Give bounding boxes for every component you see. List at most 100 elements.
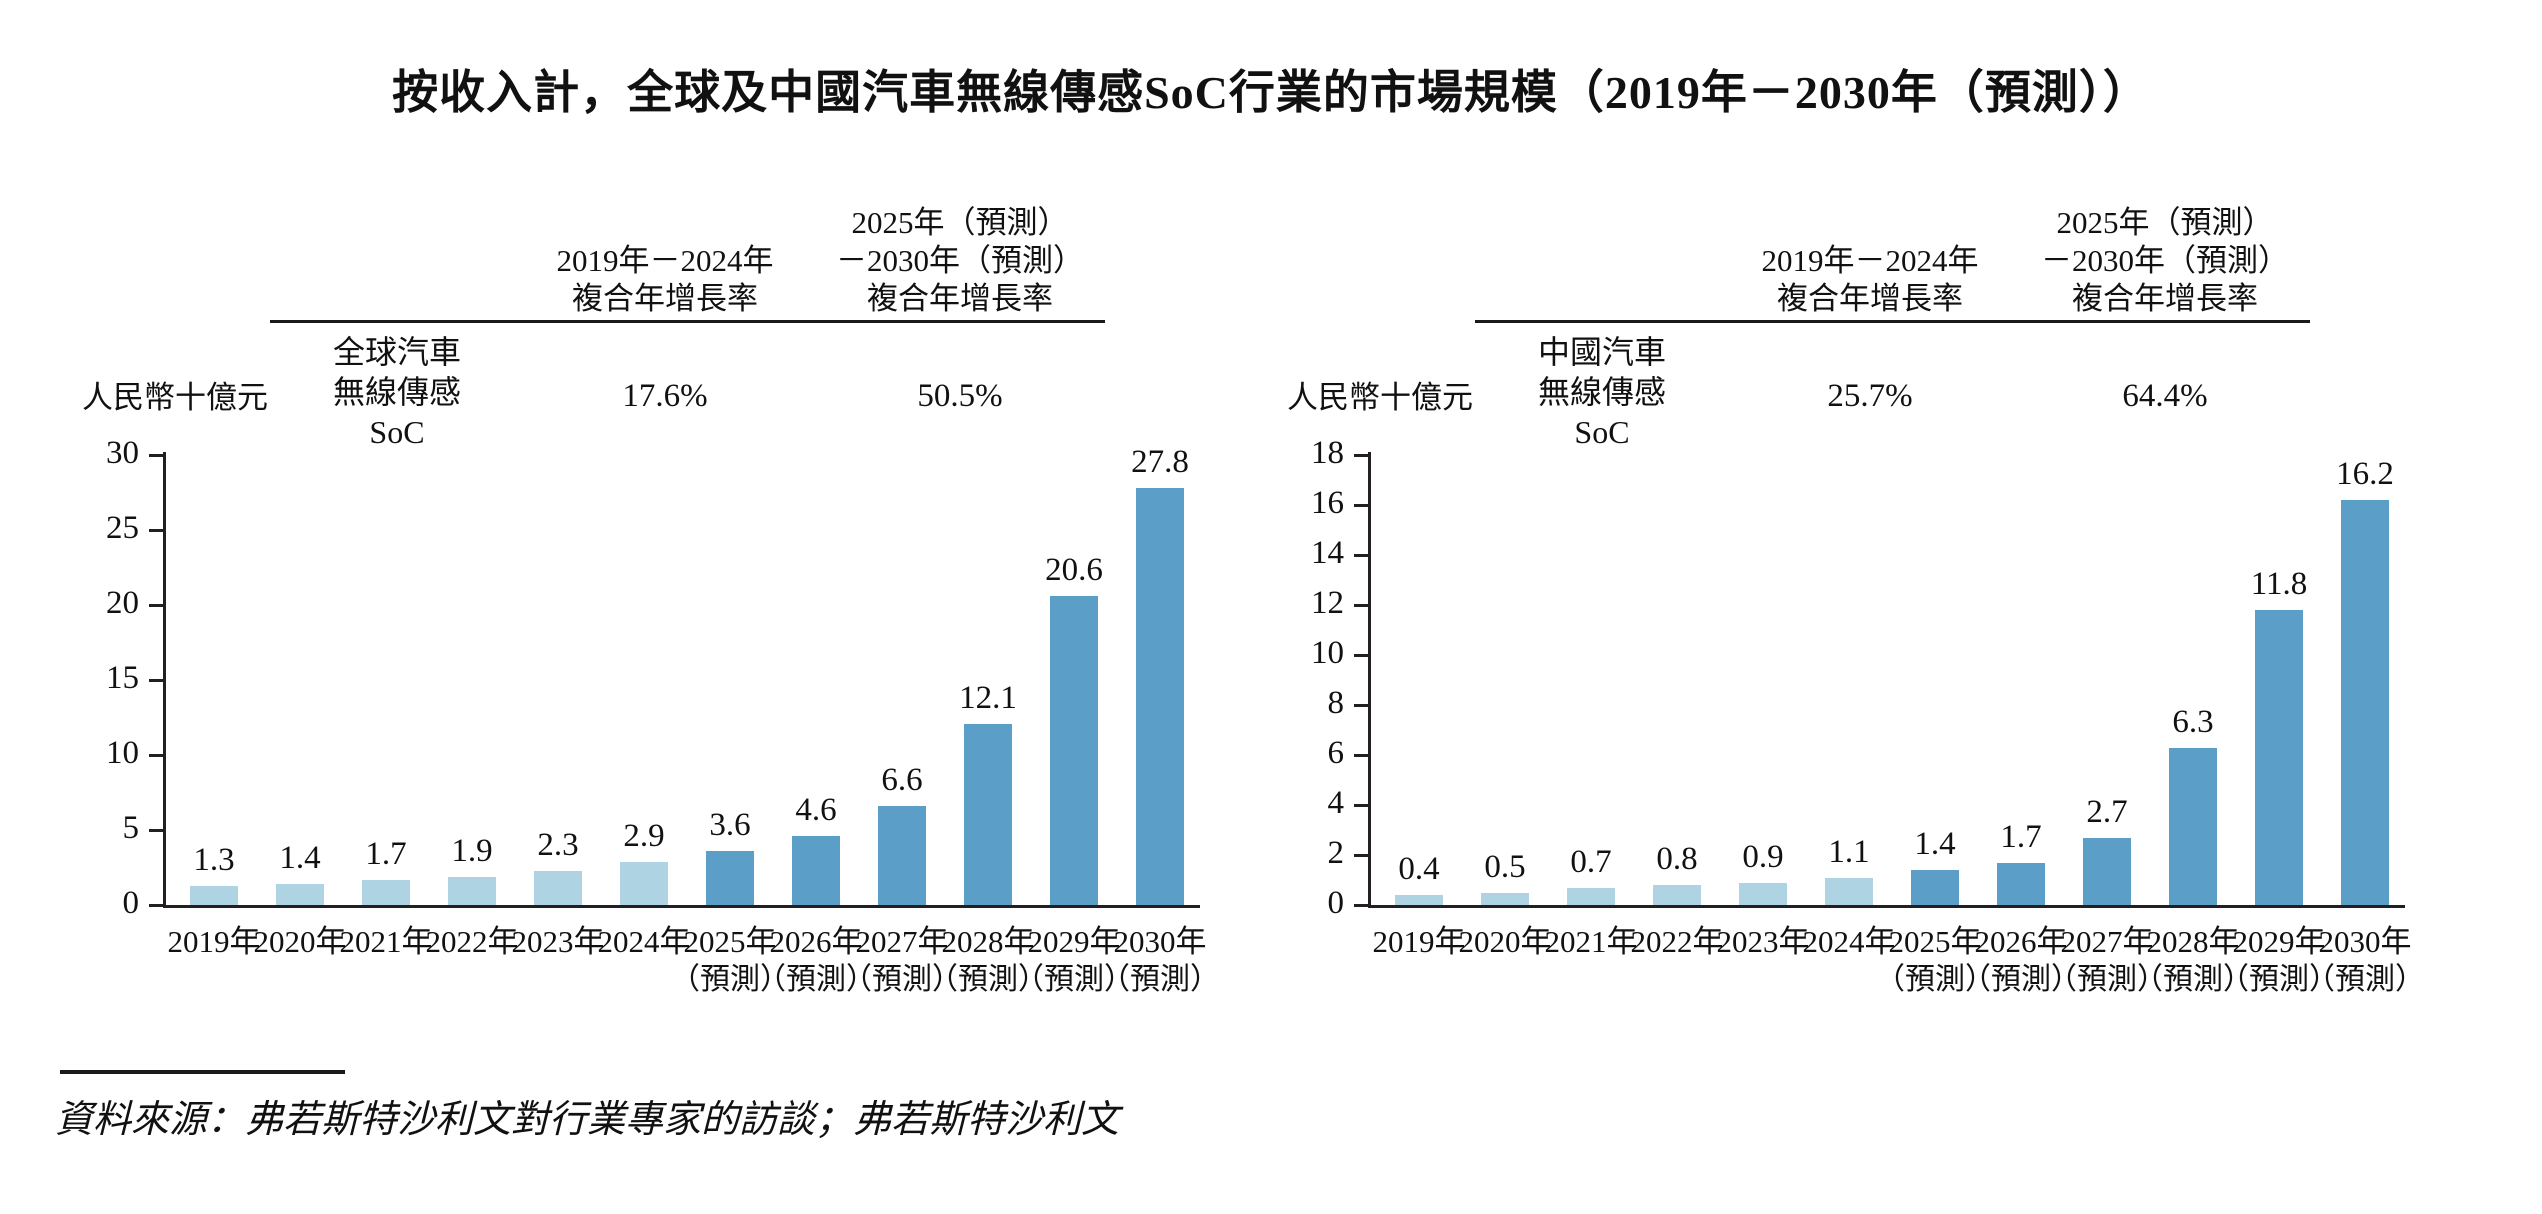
bar-value-label: 4.6 — [795, 792, 837, 828]
cagr-column-header: 2019年－2024年 複合年增長率 — [445, 242, 885, 318]
bar-value-label: 20.6 — [1045, 552, 1103, 588]
bar — [620, 861, 668, 905]
x-tick-label: 2028年 — [941, 924, 1035, 959]
x-tick-label: 2020年 — [1458, 924, 1552, 959]
bar-value-label: 1.7 — [2000, 818, 2042, 855]
series-label-line: SoC — [1574, 414, 1630, 450]
x-tick-label: 2027年 — [2060, 924, 2154, 959]
y-tick-mark — [149, 679, 163, 682]
x-tick-label: 2026年 — [1974, 924, 2068, 959]
x-tick-label: 2024年 — [1802, 924, 1896, 959]
bar — [706, 851, 754, 905]
cagr-column-header: 2025年（預測） －2030年（預測） 複合年增長率 — [1945, 204, 2385, 318]
x-tick-label: 2019年 — [167, 924, 261, 959]
bar-value-label: 11.8 — [2250, 566, 2308, 602]
y-tick-mark — [1354, 754, 1368, 757]
cagr-column-header: 2019年－2024年 複合年增長率 — [1650, 242, 2090, 318]
figure-title: 按收入計，全球及中國汽車無線傳感SoC行業的市場規模（2019年－2030年（預… — [392, 67, 2150, 118]
x-tick-label: 2025年 — [1888, 924, 1982, 959]
y-tick-mark — [1354, 854, 1368, 857]
y-tick-mark — [1354, 704, 1368, 707]
y-tick-label: 6 — [1327, 735, 1345, 771]
cagr-header-line: 複合年增長率 — [2072, 281, 2258, 316]
y-tick-mark — [1354, 554, 1368, 557]
y-tick-label: 14 — [1311, 535, 1344, 571]
x-tick-label: 2022年 — [425, 924, 519, 959]
cagr-header-line: 複合年增長率 — [867, 281, 1053, 316]
x-tick-label: 2030年 — [1113, 924, 1207, 959]
bar-value-label: 3.6 — [709, 807, 751, 843]
bar-value-label: 0.5 — [1484, 848, 1526, 885]
y-tick-label: 5 — [122, 810, 140, 846]
cagr-value: 64.4% — [2122, 378, 2208, 414]
series-label-line: 中國汽車 — [1537, 334, 1666, 370]
series-label-line: 無線傳感 — [332, 374, 461, 410]
x-tick-forecast-label: （預測） — [1961, 963, 2081, 996]
cagr-column-header: 2025年（預測） －2030年（預測） 複合年增長率 — [740, 204, 1180, 318]
y-tick-label: 4 — [1327, 785, 1345, 821]
x-tick-label: 2028年 — [2146, 924, 2240, 959]
bar — [1567, 887, 1615, 905]
bar-value-label: 0.9 — [1742, 838, 1784, 875]
bar-value-label: 1.4 — [1914, 826, 1956, 862]
y-tick-label: 0 — [122, 885, 140, 921]
x-tick-forecast-label: （預測） — [842, 963, 962, 996]
x-tick-forecast-label: （預測） — [1100, 963, 1220, 996]
y-tick-label: 20 — [106, 585, 139, 621]
x-tick-label: 2021年 — [1544, 924, 1638, 959]
y-tick-label: 15 — [106, 660, 139, 696]
bar-value-label: 27.8 — [1131, 444, 1189, 480]
bar — [2083, 837, 2131, 905]
bar — [1825, 877, 1873, 905]
x-tick-label: 2022年 — [1630, 924, 1724, 959]
x-tick-forecast-label: （預測） — [670, 963, 790, 996]
bar-value-label: 2.7 — [2086, 793, 2128, 830]
series-label-line: 全球汽車 — [332, 334, 461, 370]
x-tick-forecast-label: （預測） — [756, 963, 876, 996]
y-tick-label: 10 — [1311, 635, 1344, 671]
y-tick-label: 25 — [106, 510, 139, 546]
cagr-header-line: 複合年增長率 — [572, 281, 758, 316]
bar — [534, 870, 582, 905]
bar — [276, 884, 324, 905]
bar — [878, 806, 926, 905]
x-tick-forecast-label: （預測） — [2305, 963, 2425, 996]
y-tick-label: 2 — [1327, 835, 1345, 871]
bar — [1395, 895, 1443, 905]
cagr-header-line: －2030年（預測） — [2041, 243, 2289, 278]
bar-value-label: 1.4 — [279, 840, 321, 876]
y-tick-mark — [1354, 604, 1368, 607]
y-tick-mark — [149, 829, 163, 832]
bar-value-label: 1.1 — [1828, 833, 1870, 870]
bar-value-label: 2.9 — [623, 817, 665, 854]
x-tick-label: 2027年 — [855, 924, 949, 959]
x-tick-label: 2019年 — [1372, 924, 1466, 959]
y-axis-line — [1368, 452, 1371, 908]
y-tick-mark — [149, 454, 163, 457]
bar — [2255, 610, 2303, 905]
x-tick-forecast-label: （預測） — [1014, 963, 1134, 996]
y-tick-mark — [1354, 454, 1368, 457]
y-tick-label: 0 — [1327, 885, 1345, 921]
y-tick-mark — [149, 529, 163, 532]
bar — [1911, 870, 1959, 905]
source-note: 資料來源：弗若斯特沙利文對行業專家的訪談；弗若斯特沙利文 — [55, 1099, 1120, 1141]
x-tick-label: 2020年 — [253, 924, 347, 959]
x-tick-forecast-label: （預測） — [2133, 963, 2253, 996]
bar-value-label: 6.6 — [881, 762, 923, 798]
bar — [1739, 882, 1787, 905]
x-tick-label: 2023年 — [511, 924, 605, 959]
bar-value-label: 2.3 — [537, 826, 579, 863]
bar-value-label: 0.8 — [1656, 841, 1698, 877]
panel-china-chart: 人民幣十億元 2019年－2024年 複合年增長率 25.7% 2025年（預測） －20… — [1245, 0, 2505, 1060]
bar — [362, 879, 410, 905]
x-tick-forecast-label: （預測） — [928, 963, 1048, 996]
x-axis-line — [1368, 905, 2405, 908]
cagr-header-line: 2025年（預測） — [851, 205, 1069, 240]
cagr-header-line: 2025年（預測） — [2056, 205, 2274, 240]
bar-value-label: 12.1 — [959, 679, 1017, 716]
x-tick-label: 2030年 — [2318, 924, 2412, 959]
y-tick-label: 10 — [106, 735, 139, 771]
bar-value-label: 6.3 — [2172, 703, 2214, 740]
